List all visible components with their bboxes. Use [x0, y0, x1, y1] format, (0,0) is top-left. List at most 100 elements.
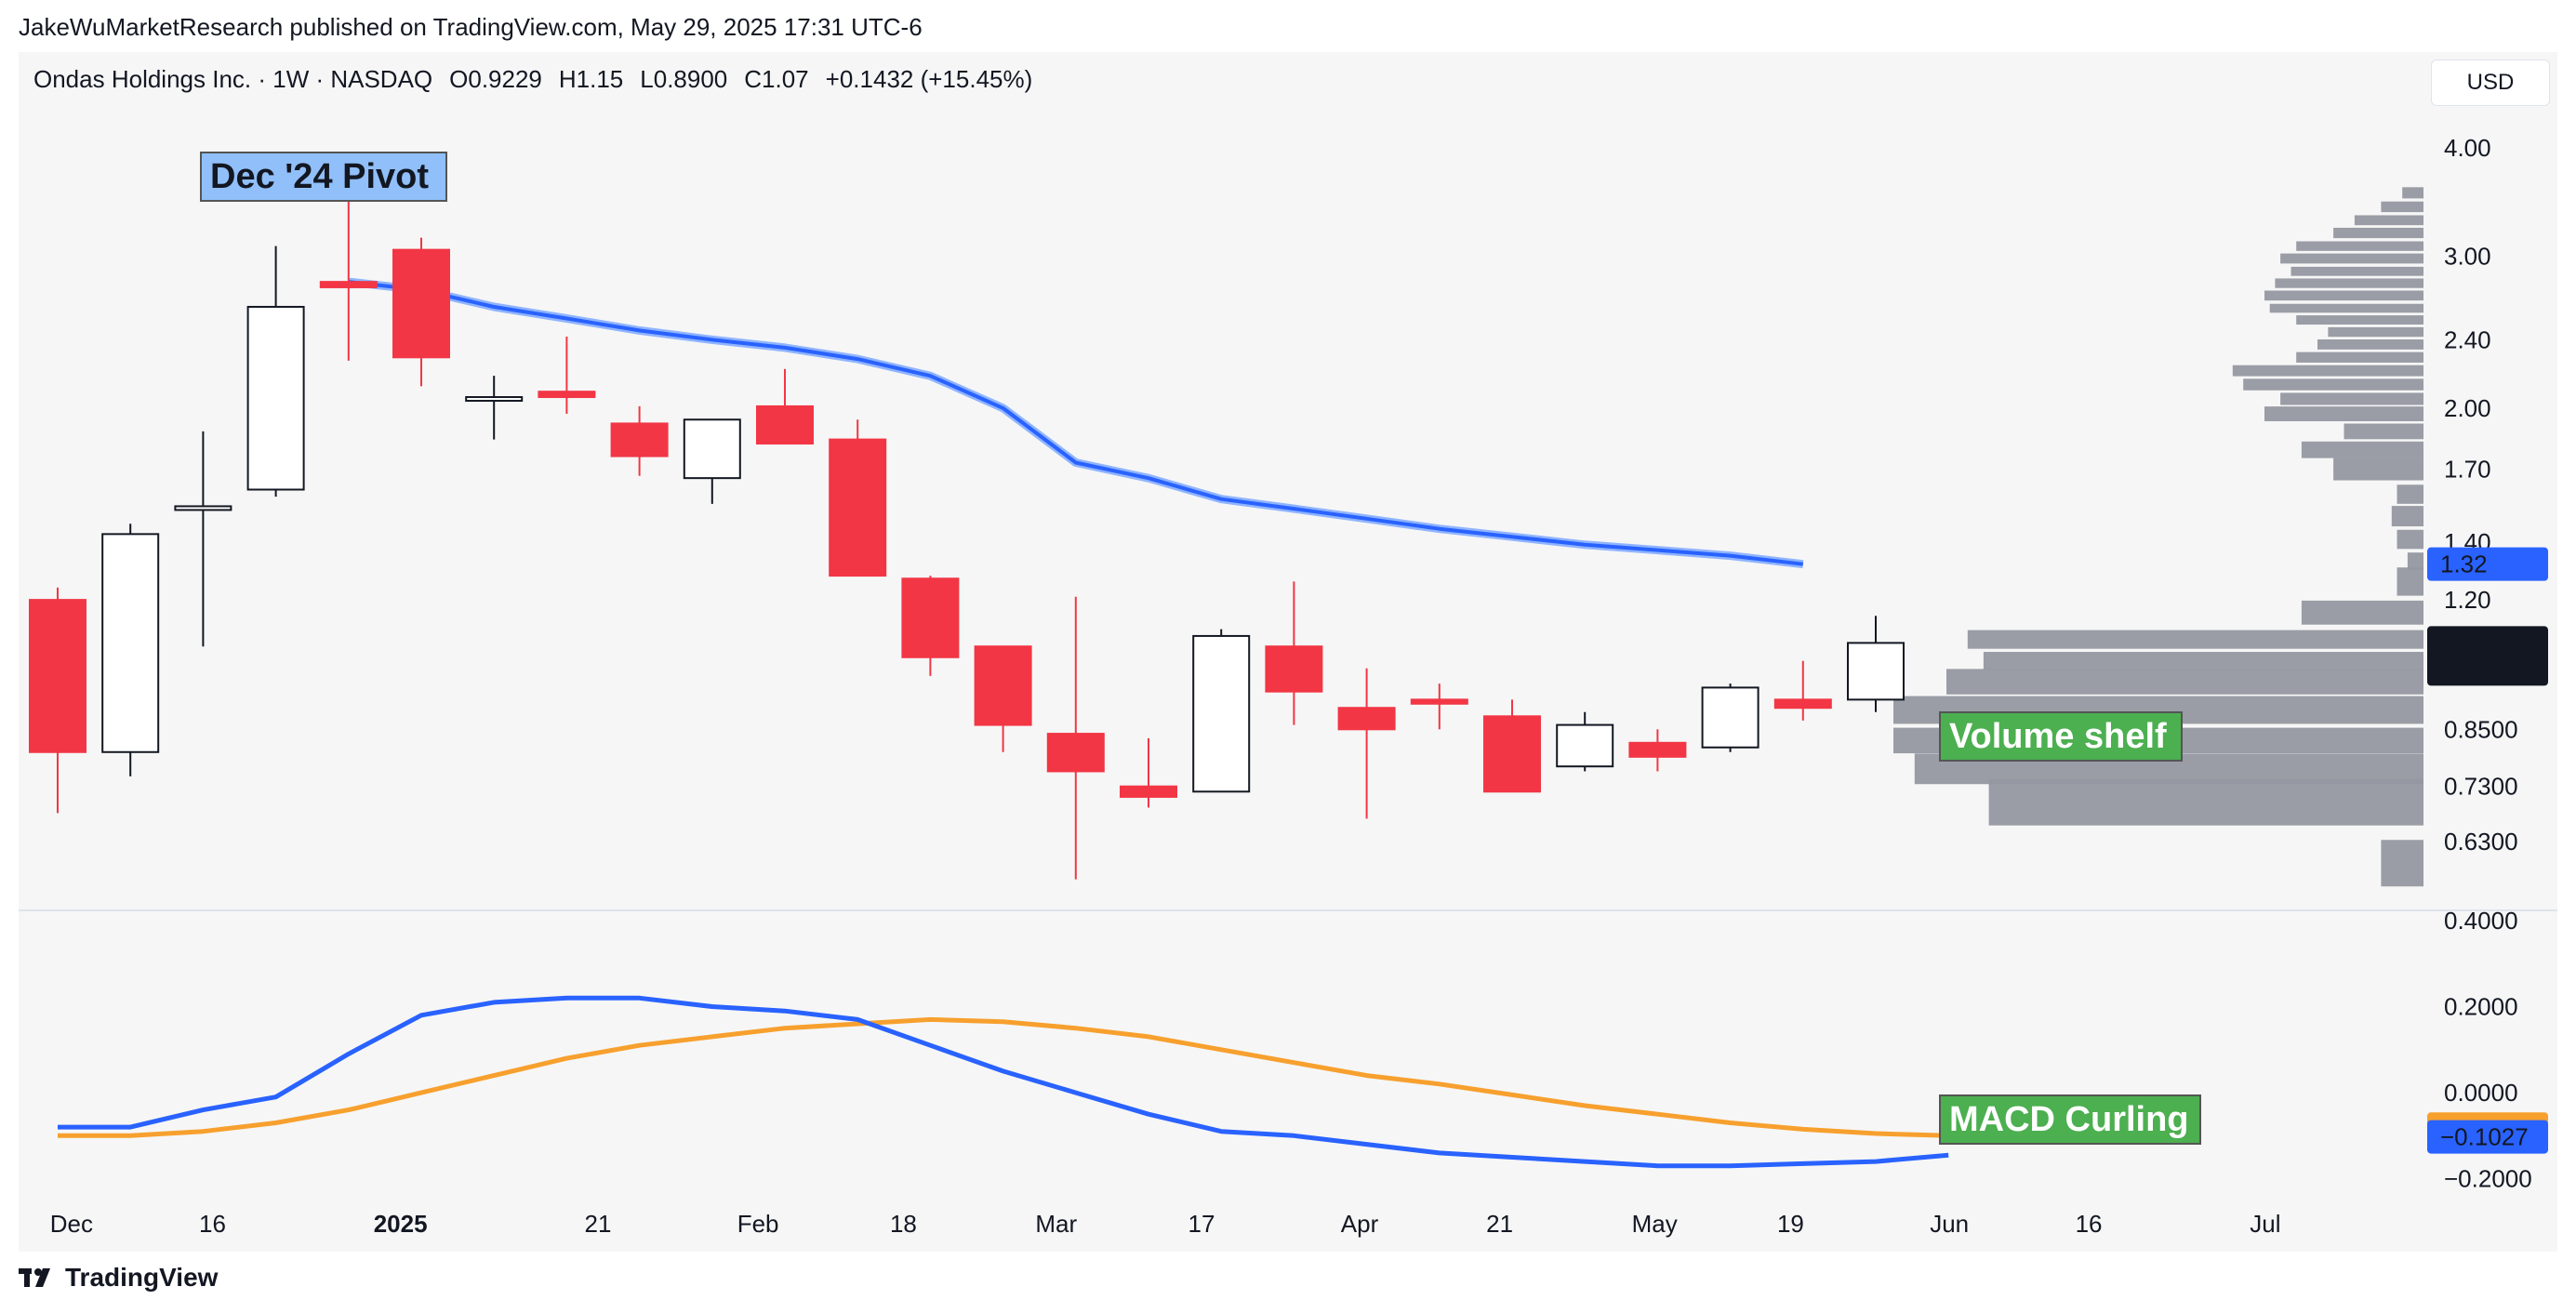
legend-change: +0.1432 (+15.45%)	[825, 65, 1033, 93]
time-axis-tick: 17	[1188, 1210, 1215, 1238]
candle	[246, 245, 305, 497]
candle	[1265, 581, 1323, 725]
price-axis-tick: 3.00	[2444, 242, 2491, 270]
candle-body	[101, 533, 160, 753]
candle	[756, 368, 814, 445]
volume-profile-bar	[2397, 484, 2423, 504]
time-axis-tick: May	[1632, 1210, 1678, 1238]
candle	[1847, 616, 1905, 712]
price-axis-tick: 2.00	[2444, 394, 2491, 422]
volume-profile-bar	[2264, 406, 2423, 421]
candle-body	[1120, 785, 1177, 798]
candle	[974, 645, 1032, 752]
candle	[610, 405, 669, 476]
price-axis-tick: 1.20	[2444, 586, 2491, 614]
volume-profile-bar	[2301, 441, 2423, 458]
candle-body	[1265, 645, 1323, 693]
volume-profile-bar	[2354, 215, 2423, 226]
candle	[1701, 683, 1759, 752]
candle-body	[1773, 698, 1832, 710]
time-axis-tick: 18	[890, 1210, 917, 1238]
candle	[1628, 729, 1687, 772]
candle-body	[829, 438, 887, 577]
candle	[1192, 629, 1251, 793]
currency-button[interactable]: USD	[2431, 60, 2550, 106]
time-axis-tick: Jun	[1930, 1210, 1969, 1238]
macd-line	[58, 995, 1949, 1169]
annotations: Dec '24 Pivot Volume shelf MACD Curling	[200, 152, 2201, 1145]
candle	[1773, 660, 1832, 721]
publisher-line: JakeWuMarketResearch published on Tradin…	[19, 13, 923, 41]
legend-symbol: Ondas Holdings Inc. · 1W · NASDAQ	[33, 65, 433, 93]
volume-profile-bar	[1946, 669, 2423, 695]
candle-body	[1628, 741, 1687, 758]
time-axis-tick: Mar	[1035, 1210, 1077, 1238]
candle-body	[683, 418, 741, 480]
macd-axis-tick: 0.2000	[2444, 993, 2518, 1021]
legend-high: H1.15	[558, 65, 624, 93]
legend-low: L0.8900	[640, 65, 728, 93]
time-axis-tick: Jul	[2250, 1210, 2280, 1238]
macd-axis-tick: 0.4000	[2444, 907, 2518, 935]
ma-price-tag-text: 1.32	[2440, 550, 2488, 578]
countdown-text: 20:28:53	[2435, 656, 2529, 683]
volume-profile-bar	[2333, 227, 2423, 239]
candle	[1410, 683, 1468, 730]
annotation-volume-shelf: Volume shelf	[1939, 711, 2183, 762]
macd-axis-tick: −0.2000	[2444, 1165, 2532, 1193]
time-axis-tick: 16	[2076, 1210, 2103, 1238]
macd-pane	[58, 995, 2022, 1169]
candlestick-series	[29, 192, 1905, 880]
annotation-volume-shelf-text: Volume shelf	[1949, 717, 2167, 756]
price-axis-tick: 2.40	[2444, 325, 2491, 353]
candle	[319, 192, 378, 361]
volume-profile-bar	[2280, 253, 2423, 264]
candle-body	[1847, 642, 1905, 701]
candle-body	[1410, 698, 1468, 705]
symbol-legend: Ondas Holdings Inc. · 1W · NASDAQ O0.9229…	[33, 65, 1049, 94]
moving-average	[348, 277, 1804, 569]
candle	[1556, 711, 1614, 772]
pane-divider[interactable]	[19, 909, 2557, 911]
axes: 4.003.002.402.001.701.401.200.85000.7300…	[50, 134, 2548, 1238]
time-axis-tick: Apr	[1341, 1210, 1379, 1238]
annotation-volume-shelf-box	[1939, 711, 2183, 762]
volume-profile-bar	[2391, 506, 2423, 527]
price-axis-tick: 0.6300	[2444, 828, 2518, 855]
time-axis-tick: 2025	[374, 1210, 428, 1238]
volume-profile-bar	[2291, 266, 2423, 276]
annotation-macd-curling-box	[1939, 1094, 2201, 1145]
price-axis-tick: 0.8500	[2444, 715, 2518, 743]
volume-profile-bar	[2328, 326, 2423, 338]
candle	[538, 337, 596, 415]
volume-profile-bar	[2317, 339, 2423, 350]
moving-average-line	[348, 280, 1804, 566]
volume-profile-bar	[2397, 529, 2423, 550]
volume-profile-bar	[1983, 652, 2423, 670]
candle	[1337, 668, 1396, 819]
candle-body	[756, 405, 814, 445]
candle	[392, 237, 450, 387]
volume-profile-bar	[2275, 278, 2423, 288]
volume-profile	[1893, 187, 2423, 887]
annotation-macd-curling-text: MACD Curling	[1949, 1100, 2189, 1139]
candle-body	[1337, 707, 1396, 731]
tradingview-branding[interactable]: TradingView	[19, 1263, 218, 1293]
volume-profile-bar	[2243, 378, 2423, 391]
annotation-dec-pivot-text: Dec '24 Pivot	[210, 157, 429, 196]
volume-profile-bar	[2397, 567, 2423, 596]
candle-body	[465, 396, 524, 403]
candle	[901, 576, 960, 676]
price-axis-tick: 1.70	[2444, 456, 2491, 484]
candle-body	[1192, 634, 1251, 793]
time-axis-tick: 16	[199, 1210, 226, 1238]
volume-profile-bar	[2296, 241, 2423, 251]
volume-profile-bar	[2232, 365, 2423, 377]
candle-body	[319, 281, 378, 288]
volume-profile-bar	[2269, 303, 2423, 313]
candle-body	[538, 391, 596, 399]
candle-body	[392, 248, 450, 359]
volume-profile-bar	[2381, 201, 2423, 213]
